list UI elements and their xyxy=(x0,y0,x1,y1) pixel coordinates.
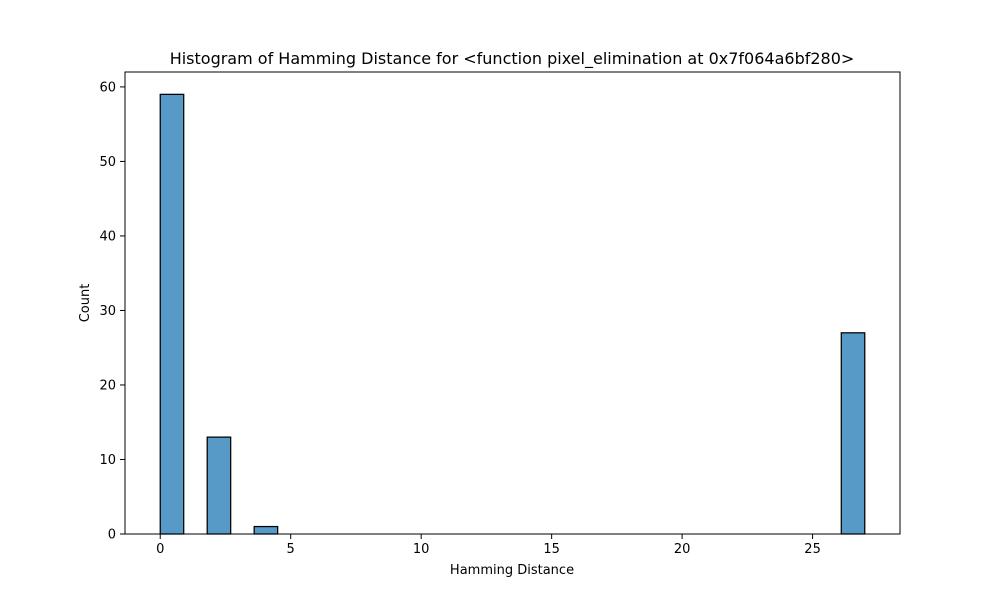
x-tick-label: 5 xyxy=(287,542,295,557)
histogram-bar xyxy=(253,525,279,535)
y-tick-label: 50 xyxy=(99,155,116,170)
plot-frame xyxy=(124,71,901,535)
y-tick-label: 60 xyxy=(99,80,116,95)
y-tick-label: 10 xyxy=(99,453,116,468)
y-tick-label: 20 xyxy=(99,378,116,393)
x-tick-label: 0 xyxy=(156,542,164,557)
x-tick-label: 10 xyxy=(413,542,430,557)
histogram-bar xyxy=(840,332,866,535)
y-tick-label: 40 xyxy=(99,229,116,244)
x-tick-label: 25 xyxy=(804,542,821,557)
x-axis-ticks: 0 5 10 15 20 25 xyxy=(156,534,821,557)
y-axis-label: Count xyxy=(78,284,93,323)
x-tick-label: 20 xyxy=(674,542,691,557)
histogram-bar xyxy=(159,93,185,535)
bars-layer xyxy=(159,93,866,535)
y-tick-label: 30 xyxy=(99,304,116,319)
histogram-bar xyxy=(206,436,232,535)
x-axis-label: Hamming Distance xyxy=(450,563,574,578)
y-axis-ticks: 0 10 20 30 40 50 60 xyxy=(99,80,125,543)
chart-title: Histogram of Hamming Distance for <funct… xyxy=(170,49,855,69)
x-tick-label: 15 xyxy=(543,542,560,557)
y-tick-label: 0 xyxy=(108,528,116,543)
